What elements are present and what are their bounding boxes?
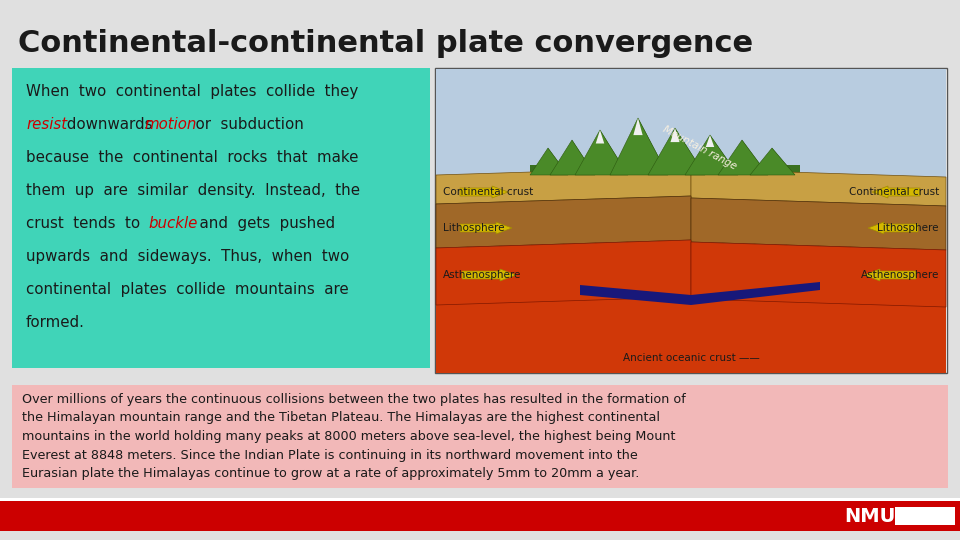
Text: Continental-continental plate convergence: Continental-continental plate convergenc… (18, 30, 754, 58)
Polygon shape (691, 242, 946, 307)
Polygon shape (462, 269, 516, 281)
Text: buckle: buckle (148, 216, 198, 231)
Bar (0, 498, 960, 501)
Text: mountains in the world holding many peaks at 8000 meters above sea-level, the hi: mountains in the world holding many peak… (22, 430, 676, 443)
Polygon shape (750, 148, 795, 175)
Text: Continental crust: Continental crust (443, 187, 533, 197)
Polygon shape (742, 140, 768, 175)
Polygon shape (548, 148, 568, 175)
Polygon shape (772, 148, 795, 175)
Text: Lithosphere: Lithosphere (877, 223, 939, 233)
Text: Mountain range: Mountain range (661, 124, 738, 172)
Text: NMU: NMU (844, 507, 896, 525)
Polygon shape (530, 165, 800, 175)
Text: Continental crust: Continental crust (849, 187, 939, 197)
Text: crust  tends  to: crust tends to (26, 216, 150, 231)
Bar (436, 297, 946, 373)
Polygon shape (872, 186, 920, 198)
FancyBboxPatch shape (12, 385, 948, 488)
Text: the Himalayan mountain range and the Tibetan Plateau. The Himalayas are the high: the Himalayan mountain range and the Tib… (22, 411, 660, 424)
Text: When  two  continental  plates  collide  they: When two continental plates collide they (26, 84, 358, 99)
Polygon shape (550, 140, 595, 175)
Polygon shape (864, 269, 916, 281)
Polygon shape (436, 240, 691, 305)
Polygon shape (575, 130, 628, 175)
FancyBboxPatch shape (435, 68, 947, 373)
Text: Asthenosphere: Asthenosphere (443, 270, 521, 280)
Text: motion: motion (144, 117, 197, 132)
Polygon shape (691, 198, 946, 250)
Text: downwards: downwards (62, 117, 162, 132)
Text: and  gets  pushed: and gets pushed (190, 216, 335, 231)
Polygon shape (718, 140, 768, 175)
Text: them  up  are  similar  density.  Instead,  the: them up are similar density. Instead, th… (26, 183, 360, 198)
Text: resist: resist (26, 117, 67, 132)
Polygon shape (675, 128, 705, 175)
Polygon shape (580, 282, 820, 305)
Bar (895, 507, 955, 525)
Text: Eurasian plate the Himalayas continue to grow at a rate of approximately 5mm to : Eurasian plate the Himalayas continue to… (22, 467, 639, 480)
Bar (436, 69, 946, 197)
Polygon shape (436, 196, 691, 248)
Polygon shape (572, 140, 595, 175)
Bar (0, 501, 960, 531)
Text: Over millions of years the continuous collisions between the two plates has resu: Over millions of years the continuous co… (22, 393, 685, 406)
Text: formed.: formed. (26, 315, 84, 330)
Text: upwards  and  sideways.  Thus,  when  two: upwards and sideways. Thus, when two (26, 249, 349, 264)
Polygon shape (596, 130, 604, 144)
Text: Lithosphere: Lithosphere (443, 223, 505, 233)
Polygon shape (460, 222, 512, 234)
Text: Ancient oceanic crust ——: Ancient oceanic crust —— (623, 353, 759, 363)
Polygon shape (685, 135, 738, 175)
Text: or  subduction: or subduction (186, 117, 304, 132)
Polygon shape (868, 222, 918, 234)
Polygon shape (638, 118, 668, 175)
Text: because  the  continental  rocks  that  make: because the continental rocks that make (26, 150, 358, 165)
Polygon shape (600, 130, 628, 175)
Polygon shape (634, 118, 642, 135)
Polygon shape (648, 128, 705, 175)
Polygon shape (706, 135, 714, 147)
Polygon shape (710, 135, 738, 175)
Polygon shape (670, 128, 680, 142)
FancyBboxPatch shape (12, 68, 430, 368)
Polygon shape (460, 186, 508, 198)
Text: Asthenosphere: Asthenosphere (860, 270, 939, 280)
Polygon shape (691, 169, 946, 206)
Text: continental  plates  collide  mountains  are: continental plates collide mountains are (26, 282, 348, 297)
Polygon shape (610, 118, 668, 175)
Polygon shape (530, 148, 568, 175)
Text: Everest at 8848 meters. Since the Indian Plate is continuing in its northward mo: Everest at 8848 meters. Since the Indian… (22, 449, 637, 462)
Polygon shape (436, 167, 691, 204)
